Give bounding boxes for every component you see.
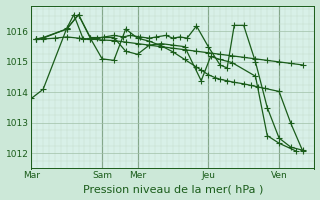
- X-axis label: Pression niveau de la mer( hPa ): Pression niveau de la mer( hPa ): [83, 184, 263, 194]
